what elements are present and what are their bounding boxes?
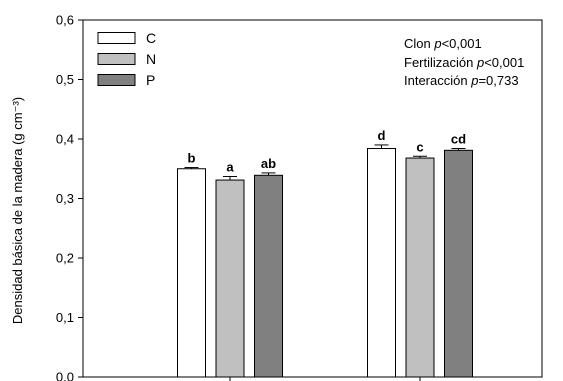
stats-annotations: Clon p<0,001 Fertilización p<0,001 Interac… <box>404 36 524 88</box>
y-tick-label: 0,4 <box>56 132 74 147</box>
legend-swatch <box>97 74 136 86</box>
legend-swatch <box>97 53 136 65</box>
legend-label: C <box>146 30 156 46</box>
x-axis <box>229 377 421 381</box>
stat-annotation: Fertilización p<0,001 <box>404 55 524 70</box>
bars: b d a c ab cd <box>177 128 473 378</box>
bar <box>444 149 473 378</box>
significance-letter: a <box>226 159 234 174</box>
significance-letter: b <box>188 151 196 166</box>
y-tick-label: 0,3 <box>56 191 74 206</box>
y-tick-label: 0,6 <box>56 13 74 28</box>
significance-letter: cd <box>451 132 466 147</box>
bar <box>405 157 435 378</box>
bar <box>215 179 245 378</box>
stat-annotation: Clon p<0,001 <box>404 36 482 51</box>
y-tick-label: 0,2 <box>56 251 74 266</box>
legend-swatch <box>97 32 136 44</box>
legend-label: N <box>146 51 156 67</box>
significance-letter: d <box>378 128 386 143</box>
y-axis: 0,0 0,1 0,2 0,3 0,4 0,5 0,6 <box>56 13 83 381</box>
legend: CNP <box>97 30 156 88</box>
bar <box>367 148 396 378</box>
y-axis-title: Densidad básica de la madera (g cm⁻³) <box>10 97 25 324</box>
y-tick-label: 0,5 <box>56 72 74 87</box>
y-tick-label: 0,0 <box>56 370 74 381</box>
significance-letter: ab <box>261 156 276 171</box>
y-tick-label: 0,1 <box>56 310 74 325</box>
bar <box>177 168 206 378</box>
legend-label: P <box>146 72 155 88</box>
bar <box>254 174 283 378</box>
significance-letter: c <box>416 139 423 154</box>
stat-annotation: Interacción p=0,733 <box>404 73 519 88</box>
